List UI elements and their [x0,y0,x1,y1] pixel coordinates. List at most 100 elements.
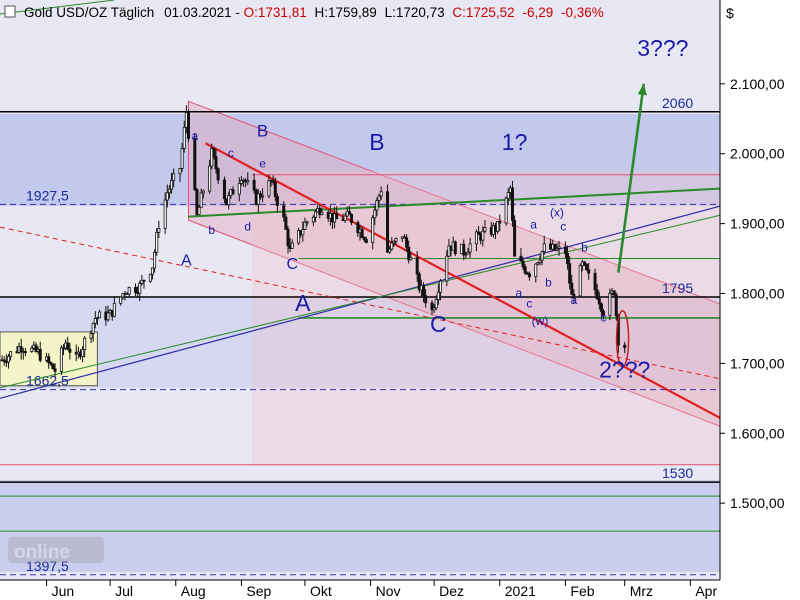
candle-body [553,243,557,251]
candle-body [587,269,591,274]
candle-body [23,351,27,353]
candle-body [261,195,265,198]
candle-body [504,197,508,224]
candle-body [608,292,612,317]
y-tick-label-2: 1.900,00 [730,216,785,232]
candle-body [180,147,184,169]
candle-body [193,138,197,190]
candle-body [53,368,57,372]
candle-body [47,356,51,363]
candle-body [356,222,360,234]
band-1530-1397 [0,480,720,572]
candle-body [360,228,364,238]
candle-body [432,307,436,311]
wave-label-13: c [526,296,532,310]
x-tick-label-1: Jul [115,583,133,599]
candle-body [417,273,421,291]
candle-body [121,293,125,298]
candle-body [51,363,55,370]
level-label-5: 1397,5 [26,558,69,574]
red-main-trendline [204,142,721,419]
candle-body [112,302,116,317]
candle-body [106,312,110,321]
candle-body [320,211,324,216]
candle-body [373,209,377,219]
wave-label-11: 1? [502,129,528,155]
candle-body [155,232,159,253]
y-tick-label-5: 1.600,00 [730,425,785,441]
wave-label-14: (w) [532,314,549,328]
wave-label-19: a [571,293,578,307]
candle-body [445,255,449,282]
wave-label-17: c [560,220,566,234]
candle-body [593,272,597,291]
candle-body [165,192,169,201]
candle-body [483,227,487,232]
candle-body [6,355,10,363]
candle-body [195,189,199,215]
candle-body [275,196,279,207]
candle-body [172,173,176,181]
wave-label-6: d [244,220,251,234]
candle-body [375,200,379,211]
candle-body [222,179,226,200]
candle-body [208,165,212,192]
wave-label-21: c [601,310,607,324]
candle-body [568,263,572,284]
candle-body [81,349,85,357]
candle-body [271,180,275,183]
green-upper-trendline [0,0,115,15]
candle-body [555,248,559,251]
candle-body [9,351,13,357]
logo-box [8,537,104,563]
wave-label-3: e [259,157,266,171]
level-label-0: 2060 [662,95,693,111]
candle-body [498,221,502,224]
candle-body [523,266,527,274]
candle-body [305,221,309,224]
wave-label-18: b [545,276,552,290]
horizontal-levels: 2060 1927,5 1795 1662,5 1530 1397,5 [0,95,720,576]
wave-label-0: a [191,129,198,143]
y-tick-label-6: 1.500,00 [730,495,785,511]
candle-body [30,347,34,352]
candle-body [93,318,97,324]
candle-body [527,273,531,278]
header-low: L:1720,73 [385,5,445,20]
wave-label-5: b [208,223,215,237]
candle-body [585,263,589,271]
wave-label-8: A [295,290,311,316]
wave-label-4: A [181,253,192,270]
candle-body [252,179,256,191]
candle-body [282,205,286,218]
candle-body [572,294,576,297]
candle-body [34,344,38,352]
candle-body [388,248,392,253]
candle-body [599,303,603,312]
x-tick-label-10: Apr [695,583,717,599]
y-tick-label-4: 1.700,00 [730,355,785,371]
candle-body [311,216,315,223]
header-change: -6,29 [522,5,553,20]
candle-body [142,279,146,282]
header-change-pct: -0,36% [561,5,604,20]
candle-body [66,342,70,350]
candle-body [407,246,411,261]
wave-label-2: B [257,121,268,140]
candle-body [422,285,426,297]
header-date: 01.03.2021 [164,5,232,20]
candle-body [436,291,440,300]
candle-body [186,112,190,139]
x-tick-label-6: Dez [439,583,464,599]
x-tick-label-4: Okt [310,583,332,599]
y-tick-label-1: 2.000,00 [730,146,785,162]
candle-body [98,311,102,319]
candle-body [246,179,250,183]
x-tick-label-3: Sep [246,583,271,599]
candle-body [178,168,182,175]
wave-label-12: a [515,286,522,300]
header-checkbox[interactable] [4,5,16,18]
candle-body [343,215,347,221]
candle-body [481,230,485,241]
price-series [0,105,627,377]
